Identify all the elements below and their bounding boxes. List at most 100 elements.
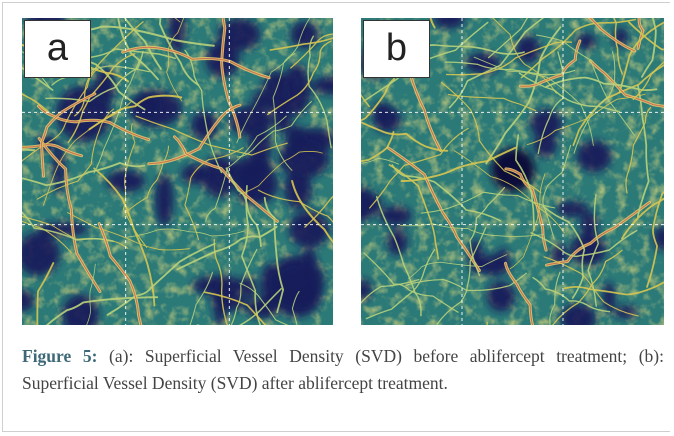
vessel bbox=[552, 249, 623, 325]
vessel bbox=[400, 146, 517, 183]
vessel bbox=[509, 173, 546, 270]
dark-region bbox=[602, 282, 616, 313]
vessel bbox=[158, 18, 200, 86]
vessel bbox=[453, 150, 565, 234]
figure-frame bbox=[2, 2, 670, 432]
dark-region bbox=[387, 228, 408, 256]
dark-region bbox=[168, 18, 186, 55]
vessel bbox=[236, 18, 311, 144]
vessel bbox=[361, 121, 449, 152]
vessel bbox=[542, 144, 572, 240]
vessel bbox=[88, 94, 183, 131]
vessel bbox=[363, 252, 459, 313]
vessel bbox=[267, 40, 332, 116]
vessel bbox=[22, 211, 114, 242]
vessel bbox=[420, 191, 556, 214]
vessel bbox=[520, 18, 637, 79]
vessel bbox=[166, 18, 185, 102]
vessel bbox=[117, 18, 159, 81]
vessel bbox=[613, 18, 624, 75]
vessel bbox=[621, 197, 664, 240]
vessel bbox=[239, 282, 289, 325]
dark-region bbox=[361, 186, 375, 222]
vessel bbox=[203, 291, 267, 325]
vessel bbox=[361, 131, 395, 163]
vessel bbox=[447, 94, 537, 112]
vessel bbox=[361, 77, 396, 122]
vessel bbox=[640, 18, 657, 78]
panel-a: a bbox=[22, 18, 333, 325]
dark-regions bbox=[361, 18, 664, 325]
vessel bbox=[257, 189, 333, 224]
vessel bbox=[618, 21, 664, 94]
vessels bbox=[361, 18, 664, 325]
vessel bbox=[93, 59, 140, 174]
dark-region bbox=[56, 85, 112, 142]
dark-region bbox=[282, 64, 311, 116]
vessel bbox=[368, 127, 469, 209]
dark-region bbox=[268, 255, 325, 310]
vessel bbox=[505, 262, 534, 325]
vessel bbox=[530, 229, 638, 258]
vessel bbox=[196, 288, 282, 325]
dark-region bbox=[486, 281, 515, 312]
panel-label: b bbox=[363, 20, 430, 78]
vessel bbox=[589, 60, 664, 107]
vessel bbox=[532, 276, 611, 313]
vessel bbox=[589, 18, 635, 52]
dark-region bbox=[192, 275, 245, 297]
vessel bbox=[36, 108, 115, 200]
vessel bbox=[636, 84, 650, 218]
vessel bbox=[291, 180, 333, 244]
vessel bbox=[473, 56, 594, 146]
dark-region bbox=[285, 125, 308, 156]
vessel bbox=[22, 162, 146, 187]
vessel bbox=[444, 61, 576, 76]
vessel bbox=[587, 193, 600, 307]
vessel bbox=[22, 144, 82, 157]
vessel bbox=[445, 41, 573, 76]
vessel bbox=[646, 190, 664, 288]
vessel bbox=[628, 21, 664, 51]
vessel bbox=[492, 18, 557, 94]
vessel bbox=[543, 256, 639, 317]
vessel bbox=[22, 93, 50, 113]
vessel bbox=[148, 104, 241, 165]
vessel bbox=[263, 196, 285, 314]
caption-label: Figure 5: bbox=[22, 346, 98, 366]
vessel bbox=[43, 101, 132, 206]
vessel bbox=[184, 147, 244, 241]
vessel bbox=[174, 136, 278, 222]
grid-overlay bbox=[22, 18, 333, 325]
vessel bbox=[637, 18, 644, 49]
vessel bbox=[77, 25, 215, 47]
vessel bbox=[563, 281, 664, 296]
vessel bbox=[240, 184, 262, 325]
vessel bbox=[189, 271, 214, 325]
vessel bbox=[41, 93, 96, 177]
dark-region bbox=[433, 18, 465, 29]
dark-region bbox=[533, 133, 557, 158]
vessel bbox=[448, 18, 545, 109]
dark-region bbox=[468, 239, 483, 274]
vessel bbox=[515, 134, 535, 231]
dark-region bbox=[515, 35, 541, 64]
vessel bbox=[38, 138, 101, 292]
vessel bbox=[184, 49, 223, 174]
vessel bbox=[93, 167, 156, 307]
vessel bbox=[545, 76, 658, 92]
vessel bbox=[440, 81, 542, 194]
vessel bbox=[518, 72, 620, 113]
dark-region bbox=[37, 222, 89, 236]
caption: Figure 5: (a): Superficial Vessel Densit… bbox=[22, 343, 664, 396]
grid-overlay bbox=[361, 18, 664, 325]
vessel bbox=[272, 53, 296, 171]
vessel bbox=[230, 248, 258, 325]
vessel bbox=[549, 271, 561, 325]
vessel bbox=[304, 195, 333, 228]
vessel bbox=[436, 226, 487, 325]
vessel bbox=[485, 26, 562, 165]
vessel bbox=[388, 164, 439, 260]
vessel bbox=[291, 290, 300, 325]
vessel bbox=[86, 263, 96, 325]
